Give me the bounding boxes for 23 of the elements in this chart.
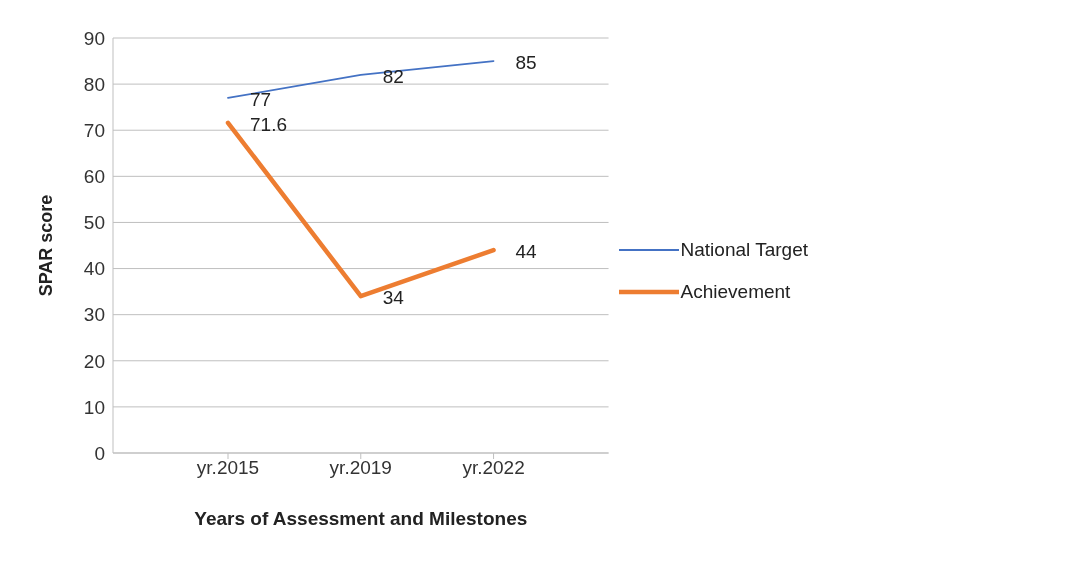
y-tick-label: 50 [83,212,105,234]
x-tick-label: yr.2022 [462,457,525,479]
legend-label: Achievement [680,280,791,303]
y-tick-label: 60 [83,166,105,188]
x-tick-label: yr.2015 [196,457,260,479]
y-tick-label: 90 [83,27,105,49]
x-axis-title: Years of Assessment and Milestones [194,508,528,529]
y-tick-label: 30 [83,304,105,326]
y-tick-label: 40 [83,258,105,280]
data-label: 77 [250,88,272,110]
data-label: 71.6 [250,113,287,135]
y-tick-label: 70 [83,119,105,141]
data-label: 82 [382,65,404,87]
y-axis-title: SPAR score [36,194,57,297]
data-label: 44 [515,241,538,263]
y-tick-label: 80 [83,73,105,95]
y-tick-label: 10 [83,396,105,418]
data-label: 85 [515,52,537,74]
legend-label: National Target [680,238,808,261]
y-tick-label: 20 [83,350,105,372]
data-label: 34 [382,287,405,309]
y-tick-label: 0 [94,442,105,464]
x-tick-label: yr.2019 [329,457,392,479]
